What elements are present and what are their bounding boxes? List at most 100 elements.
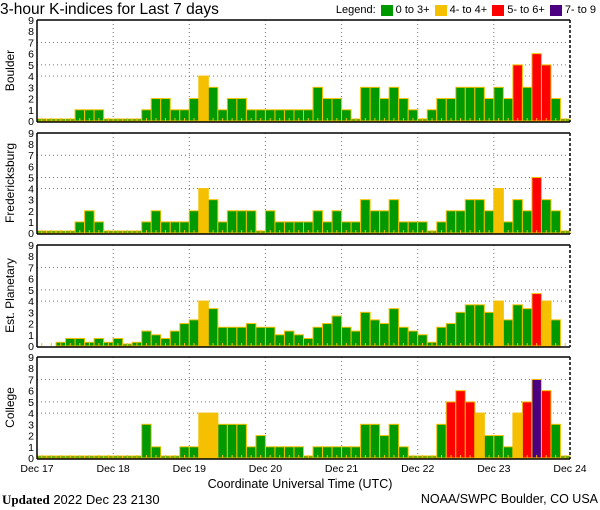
kp-bar [445,323,457,347]
y-tick-label: 1 [28,330,34,342]
kp-bar [512,64,523,122]
x-tick-label: Dec 23 [477,463,510,475]
y-tick-label: 9 [28,15,34,27]
credit-text: NOAA/SWPC Boulder, CO USA [420,492,598,506]
x-tick-label: Dec 17 [20,463,53,475]
kp-bar [464,304,476,347]
y-tick-label: 6 [28,49,34,61]
y-tick-label: 0 [28,453,34,465]
x-tick-label: Dec 22 [401,463,434,475]
legend: Legend: 0 to 3+ 4- to 4+ 5- to 6+ 7- to … [336,4,596,16]
kp-bar [474,199,485,234]
kp-bar [388,199,400,234]
legend-entry: 5- to 6+ [507,4,545,16]
chart-title: 3-hour K-indices for Last 7 days [0,1,219,18]
y-tick-label: 6 [28,161,34,173]
kp-bar [540,300,552,347]
y-tick-label: 9 [28,352,34,364]
kp-bar [455,210,466,234]
kp-bar [150,98,162,122]
y-tick-label: 2 [28,206,34,218]
kp-bar [322,323,333,347]
kp-bar [312,86,324,122]
kp-bar [502,319,514,347]
kp-bar [436,423,447,459]
y-tick-label: 9 [28,128,34,140]
kp-bar [245,210,257,234]
kp-bar [360,311,371,347]
kp-bar [322,98,333,122]
y-tick-label: 5 [28,60,34,72]
kp-bar [245,323,257,347]
kp-bar [255,435,266,459]
kp-bar [360,86,371,122]
y-tick-label: 8 [28,251,34,263]
y-tick-label: 7 [28,37,34,49]
legend-label: Legend: [335,4,376,16]
kp-bar [360,423,371,459]
kp-bar [483,435,495,459]
kp-bar [436,98,447,122]
kp-bar [207,199,219,234]
kp-bar [531,378,542,459]
y-tick-label: 7 [28,374,34,386]
y-tick-label: 5 [28,285,34,297]
legend-swatch-green [380,4,393,16]
kp-bar [512,412,523,459]
kp-bar [369,86,381,122]
kp-bar [388,86,400,122]
kp-bar [369,210,381,234]
panel-label: Fredericksburg [3,143,17,223]
kp-bar [474,86,485,122]
updated-timestamp: Updated 2022 Dec 23 2130 [2,492,160,508]
y-tick-label: 0 [28,116,34,128]
kp-bar [331,98,343,122]
kp-bar [521,86,533,122]
kp-bar [521,308,533,347]
y-tick-label: 8 [28,26,34,38]
y-tick-label: 8 [28,139,34,151]
kp-bar [360,199,371,234]
y-tick-label: 3 [28,307,34,319]
kp-bar [226,210,238,234]
kp-bar [455,390,466,459]
legend-entry: 0 to 3+ [395,4,430,16]
kp-bar [369,423,381,459]
kp-bar [198,412,209,459]
y-tick-label: 7 [28,150,34,162]
x-tick-label: Dec 21 [325,463,358,475]
legend-swatch-red [492,4,505,16]
kp-bar [369,319,381,347]
updated-value: 2022 Dec 23 2130 [53,492,160,507]
kp-bar [379,210,390,234]
kp-bar [455,311,466,347]
kp-bar [531,293,542,347]
y-tick-label: 3 [28,419,34,431]
kp-bar [188,98,200,122]
kp-bar [464,401,476,459]
y-tick-label: 4 [28,184,34,196]
kp-bar [540,64,552,122]
legend-swatch-purple [549,4,562,16]
y-tick-label: 8 [28,363,34,375]
legend-entry: 4- to 4+ [449,4,488,16]
y-tick-label: 1 [28,105,34,117]
kp-bar [445,98,457,122]
y-tick-label: 2 [28,94,34,106]
y-tick-label: 4 [28,296,34,308]
kp-bar [207,86,219,122]
kp-bar [217,423,228,459]
kp-bar [512,304,523,347]
updated-label: Updated [2,492,50,507]
kp-bar [455,86,466,122]
kp-bar [531,53,542,122]
y-tick-label: 6 [28,274,34,286]
kp-bar [521,401,533,459]
panel-label: Boulder [3,50,17,91]
kp-bar [331,315,343,347]
kp-bar [198,188,209,234]
y-tick-label: 2 [28,319,34,331]
kp-bar [379,323,390,347]
y-tick-label: 5 [28,397,34,409]
